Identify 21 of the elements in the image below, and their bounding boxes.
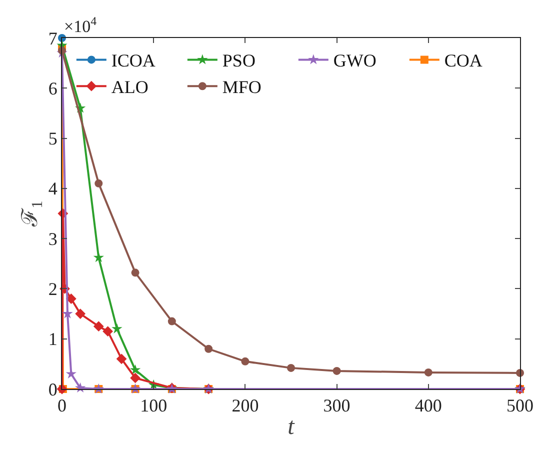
x-tick-label: 100 xyxy=(140,396,168,416)
legend-label: PSO xyxy=(222,50,256,71)
x-tick-label: 300 xyxy=(323,396,350,416)
legend-label: ALO xyxy=(111,77,148,98)
y-tick-label: 5 xyxy=(48,128,58,149)
legend-label: MFO xyxy=(222,77,262,98)
y-tick-label: 0 xyxy=(48,379,58,400)
x-axis-title: t xyxy=(288,414,296,440)
y-tick-label: 7 xyxy=(48,28,58,48)
x-tick-label: 400 xyxy=(414,396,442,416)
x-tick-label: 500 xyxy=(506,396,534,416)
legend-label: COA xyxy=(444,50,482,71)
x-tick-label: 200 xyxy=(232,396,259,416)
y-tick-label: 2 xyxy=(48,279,58,300)
y-tick-label: 6 xyxy=(48,78,58,98)
y-tick-label: 1 xyxy=(48,329,58,350)
legend-label: GWO xyxy=(333,50,376,71)
y-tick-label: 3 xyxy=(48,228,58,249)
text: ×10$^{4}$ xyxy=(64,14,97,36)
y-tick-label: 4 xyxy=(48,178,58,199)
legend-label: ICOA xyxy=(111,50,156,71)
